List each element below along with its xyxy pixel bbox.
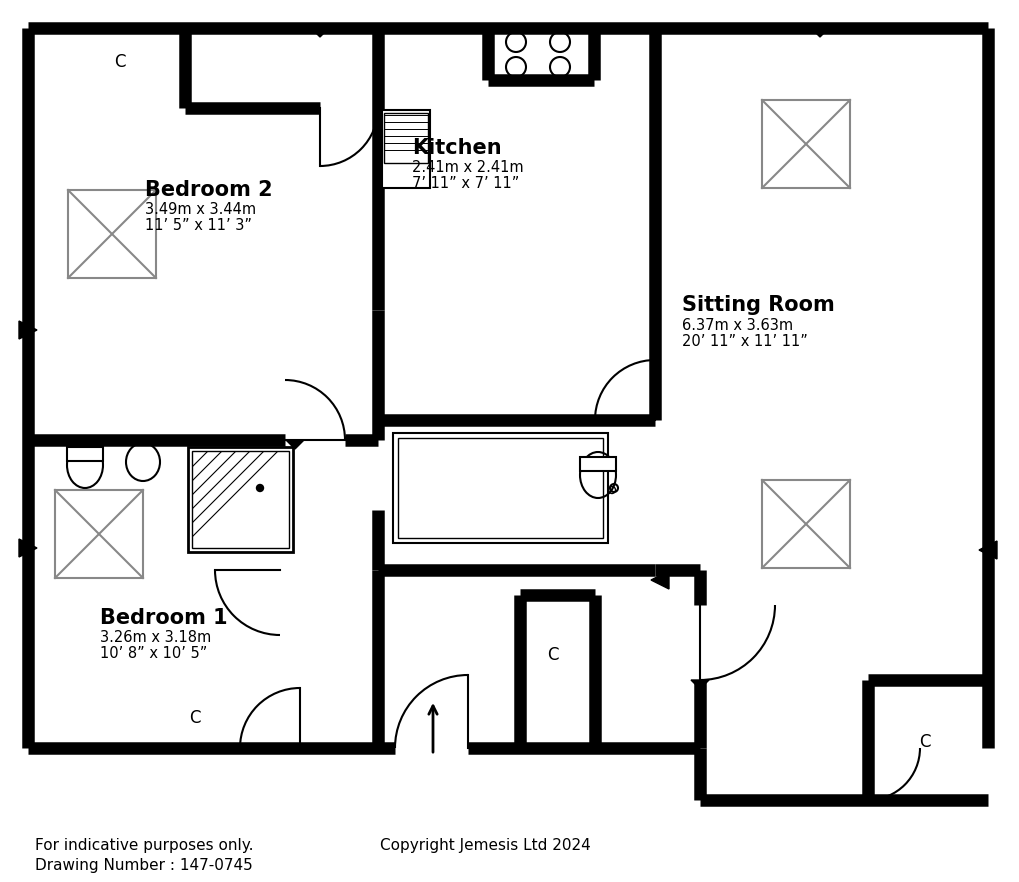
Polygon shape [645, 28, 663, 37]
Polygon shape [810, 28, 828, 37]
Text: 6.37m x 3.63m: 6.37m x 3.63m [682, 318, 793, 333]
Text: 20’ 11” x 11’ 11”: 20’ 11” x 11’ 11” [682, 333, 807, 348]
Polygon shape [690, 680, 708, 689]
Polygon shape [978, 541, 996, 559]
Polygon shape [311, 28, 329, 37]
Bar [68, 190, 156, 278]
Polygon shape [650, 571, 668, 589]
Polygon shape [19, 321, 37, 339]
Text: Bedroom 1: Bedroom 1 [100, 608, 227, 628]
Text: For indicative purposes only.: For indicative purposes only. [35, 838, 254, 853]
Text: 10’ 8” x 10’ 5”: 10’ 8” x 10’ 5” [100, 647, 207, 662]
Text: C: C [918, 733, 930, 751]
Text: Kitchen: Kitchen [412, 138, 501, 158]
Bar [187, 447, 292, 552]
Text: 3.26m x 3.18m: 3.26m x 3.18m [100, 631, 211, 646]
Text: 11’ 5” x 11’ 3”: 11’ 5” x 11’ 3” [145, 219, 252, 234]
Bar [67, 447, 103, 461]
Text: 7’ 11” x 7’ 11”: 7’ 11” x 7’ 11” [412, 176, 519, 191]
Text: C: C [190, 709, 201, 727]
Bar [192, 451, 288, 548]
Text: C: C [114, 53, 125, 71]
Text: C: C [547, 646, 558, 664]
Polygon shape [285, 440, 304, 449]
Text: Drawing Number : 147-0745: Drawing Number : 147-0745 [35, 858, 253, 873]
Bar [383, 113, 428, 163]
Bar [580, 457, 615, 471]
Text: Bedroom 2: Bedroom 2 [145, 180, 272, 200]
Polygon shape [19, 539, 37, 557]
Text: 2.41m x 2.41m: 2.41m x 2.41m [412, 161, 523, 176]
Polygon shape [369, 28, 386, 37]
Bar [761, 480, 849, 568]
Bar [55, 490, 143, 578]
Bar [382, 110, 430, 188]
Text: Copyright Jemesis Ltd 2024: Copyright Jemesis Ltd 2024 [380, 838, 590, 853]
Bar [397, 438, 602, 538]
Bar [392, 433, 607, 543]
Text: 3.49m x 3.44m: 3.49m x 3.44m [145, 203, 256, 218]
Ellipse shape [256, 484, 263, 491]
Bar [761, 100, 849, 188]
Text: Sitting Room: Sitting Room [682, 295, 834, 315]
